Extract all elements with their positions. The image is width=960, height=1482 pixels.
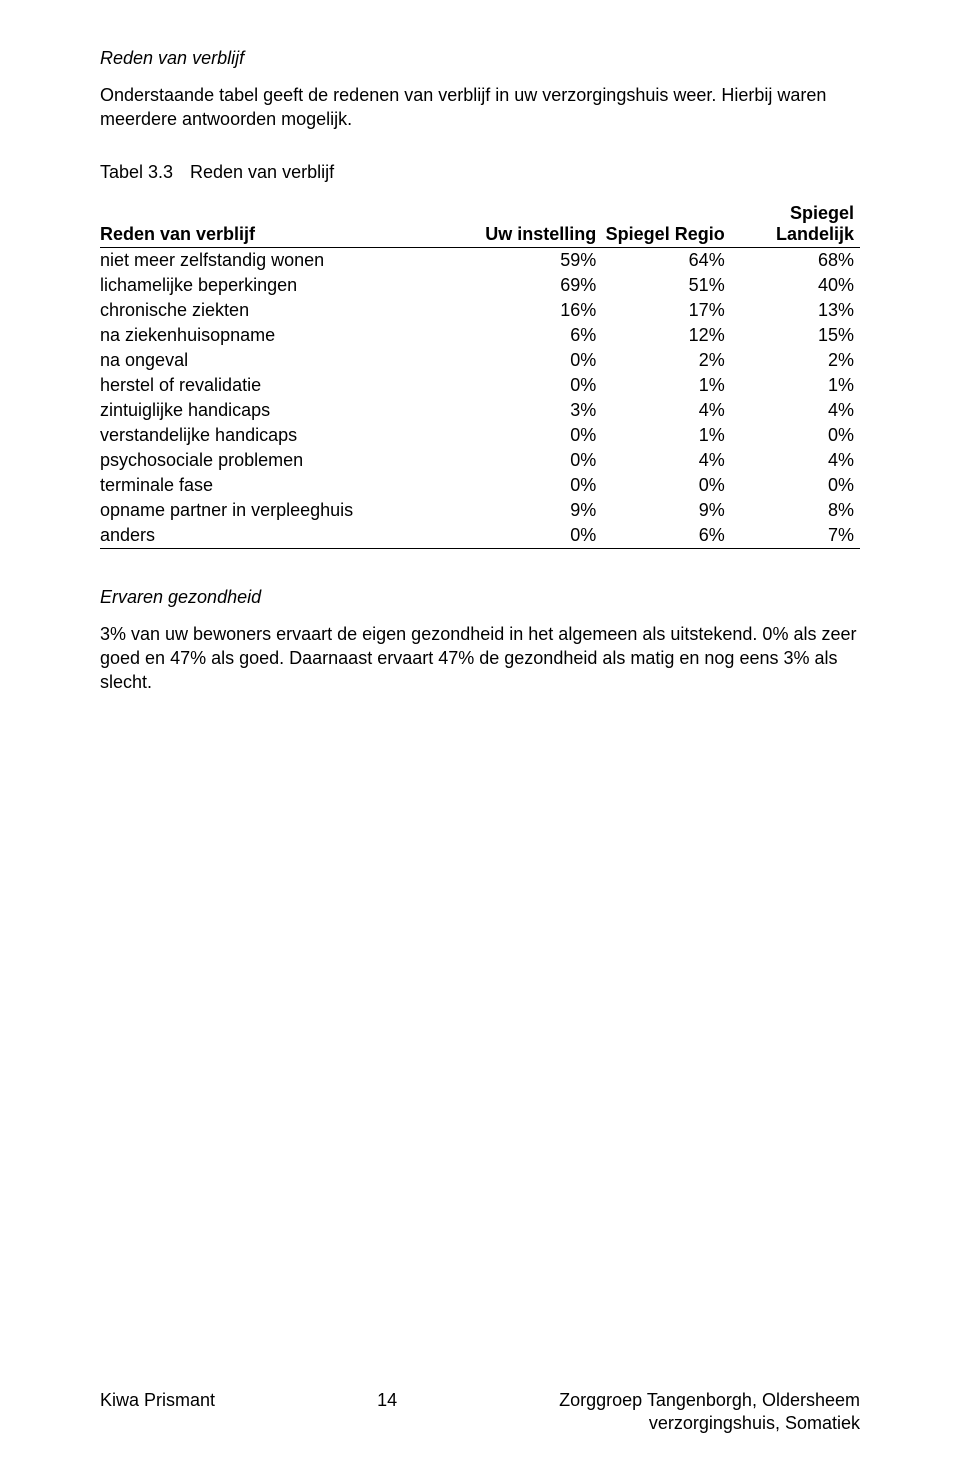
- table-cell-value: 3%: [473, 398, 602, 423]
- table-cell-value: 0%: [473, 348, 602, 373]
- table-row: herstel of revalidatie0%1%1%: [100, 373, 860, 398]
- table-row: opname partner in verpleeghuis9%9%8%: [100, 498, 860, 523]
- table-cell-value: 0%: [473, 473, 602, 498]
- table-cell-label: na ongeval: [100, 348, 473, 373]
- table-cell-value: 69%: [473, 273, 602, 298]
- table-cell-value: 51%: [602, 273, 730, 298]
- table-body: niet meer zelfstandig wonen59%64%68%lich…: [100, 247, 860, 548]
- table-caption: Tabel 3.3 Reden van verblijf: [100, 162, 860, 183]
- table-number: Tabel 3.3: [100, 162, 190, 183]
- table-row: terminale fase0%0%0%: [100, 473, 860, 498]
- section-title-reden: Reden van verblijf: [100, 48, 860, 69]
- table-cell-label: psychosociale problemen: [100, 448, 473, 473]
- table-cell-label: opname partner in verpleeghuis: [100, 498, 473, 523]
- table-cell-label: terminale fase: [100, 473, 473, 498]
- table-cell-value: 9%: [602, 498, 730, 523]
- section-title-ervaren: Ervaren gezondheid: [100, 587, 860, 608]
- ervaren-text: 3% van uw bewoners ervaart de eigen gezo…: [100, 622, 860, 695]
- table-cell-label: herstel of revalidatie: [100, 373, 473, 398]
- table-cell-label: verstandelijke handicaps: [100, 423, 473, 448]
- table-cell-value: 17%: [602, 298, 730, 323]
- table-cell-value: 1%: [602, 423, 730, 448]
- table-cell-value: 6%: [473, 323, 602, 348]
- table-cell-value: 2%: [731, 348, 860, 373]
- th-row-header: Reden van verblijf: [100, 201, 473, 248]
- table-cell-value: 4%: [602, 398, 730, 423]
- th-col-1: Uw instelling: [473, 201, 602, 248]
- table-cell-value: 4%: [602, 448, 730, 473]
- table-cell-label: lichamelijke beperkingen: [100, 273, 473, 298]
- table-cell-value: 12%: [602, 323, 730, 348]
- th-col-3-line1: Spiegel: [790, 203, 854, 223]
- table-row: chronische ziekten16%17%13%: [100, 298, 860, 323]
- table-cell-label: zintuiglijke handicaps: [100, 398, 473, 423]
- table-row: verstandelijke handicaps0%1%0%: [100, 423, 860, 448]
- table-cell-value: 13%: [731, 298, 860, 323]
- table-row: na ongeval0%2%2%: [100, 348, 860, 373]
- table-cell-value: 15%: [731, 323, 860, 348]
- table-cell-value: 0%: [473, 373, 602, 398]
- table-title: Reden van verblijf: [190, 162, 334, 183]
- table-cell-value: 6%: [602, 523, 730, 549]
- table-row: zintuiglijke handicaps3%4%4%: [100, 398, 860, 423]
- table-cell-value: 7%: [731, 523, 860, 549]
- table-cell-value: 68%: [731, 247, 860, 273]
- table-cell-value: 4%: [731, 448, 860, 473]
- page: Reden van verblijf Onderstaande tabel ge…: [0, 0, 960, 1482]
- table-cell-value: 40%: [731, 273, 860, 298]
- table-row: anders0%6%7%: [100, 523, 860, 549]
- table-cell-value: 0%: [602, 473, 730, 498]
- table-cell-value: 9%: [473, 498, 602, 523]
- table-cell-label: anders: [100, 523, 473, 549]
- table-cell-value: 8%: [731, 498, 860, 523]
- table-row: na ziekenhuisopname6%12%15%: [100, 323, 860, 348]
- table-cell-value: 2%: [602, 348, 730, 373]
- table-cell-label: na ziekenhuisopname: [100, 323, 473, 348]
- page-footer: Kiwa Prismant 14 Zorggroep Tangenborgh, …: [100, 1390, 860, 1434]
- table-cell-label: chronische ziekten: [100, 298, 473, 323]
- table-cell-value: 4%: [731, 398, 860, 423]
- intro-text: Onderstaande tabel geeft de redenen van …: [100, 83, 860, 132]
- table-cell-value: 1%: [602, 373, 730, 398]
- table-cell-label: niet meer zelfstandig wonen: [100, 247, 473, 273]
- table-cell-value: 59%: [473, 247, 602, 273]
- footer-page-number: 14: [377, 1390, 397, 1411]
- footer-right-2: verzorgingshuis, Somatiek: [100, 1413, 860, 1434]
- th-col-2: Spiegel Regio: [602, 201, 730, 248]
- table-row: niet meer zelfstandig wonen59%64%68%: [100, 247, 860, 273]
- table-cell-value: 0%: [473, 448, 602, 473]
- table-cell-value: 1%: [731, 373, 860, 398]
- table-row: lichamelijke beperkingen69%51%40%: [100, 273, 860, 298]
- th-col-3: Spiegel Landelijk: [731, 201, 860, 248]
- table-cell-value: 64%: [602, 247, 730, 273]
- table-cell-value: 0%: [473, 423, 602, 448]
- table-cell-value: 0%: [473, 523, 602, 549]
- data-table: Reden van verblijf Uw instelling Spiegel…: [100, 201, 860, 549]
- table-row: psychosociale problemen0%4%4%: [100, 448, 860, 473]
- table-cell-value: 16%: [473, 298, 602, 323]
- table-cell-value: 0%: [731, 423, 860, 448]
- footer-right-1: Zorggroep Tangenborgh, Oldersheem: [559, 1390, 860, 1411]
- table-cell-value: 0%: [731, 473, 860, 498]
- footer-left: Kiwa Prismant: [100, 1390, 215, 1411]
- th-col-3-line2: Landelijk: [776, 224, 854, 244]
